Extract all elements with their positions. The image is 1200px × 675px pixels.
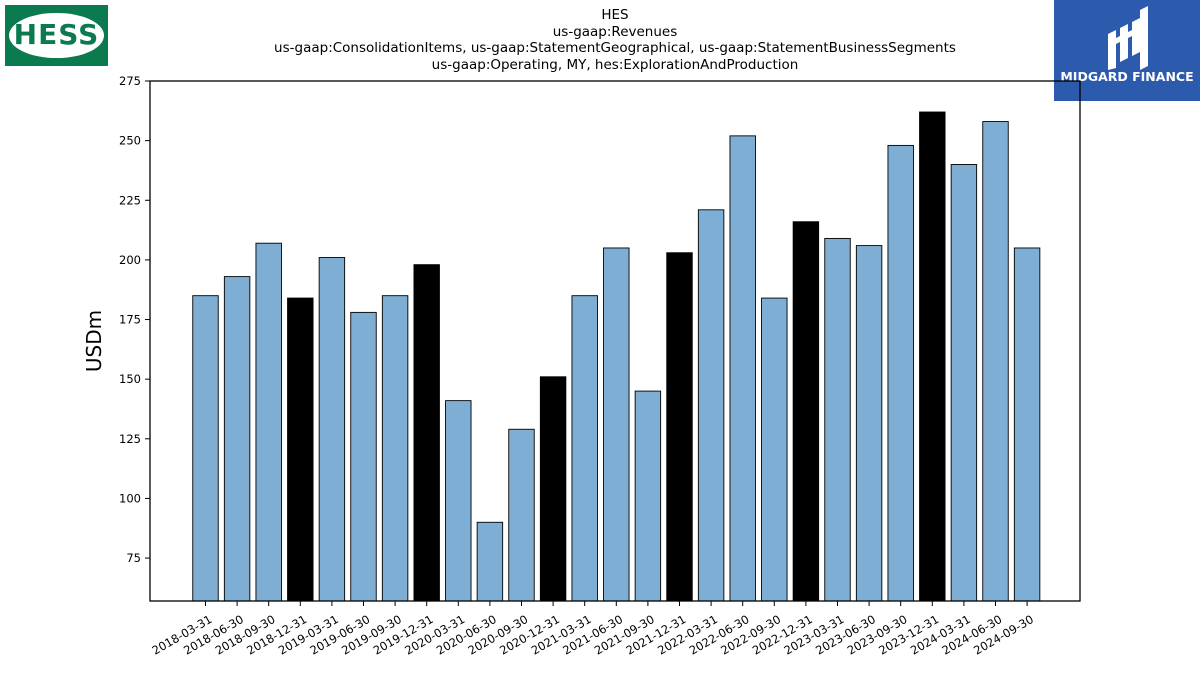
bar-2019-12-31	[413, 264, 440, 602]
bar-2019-03-31	[318, 257, 346, 602]
midgard-logo-text: MIDGARD FINANCE	[1060, 69, 1194, 84]
bar-2023-09-30	[887, 144, 914, 602]
y-tick-label-75: 75	[126, 551, 141, 565]
bar-2024-03-31	[950, 164, 978, 602]
y-tick-label-200: 200	[119, 253, 141, 267]
hess-logo: HESS	[5, 5, 108, 66]
bar-2018-06-30	[223, 276, 251, 602]
y-tick-label-175: 175	[119, 313, 141, 327]
title-line-members: us-gaap:Operating, MY, hes:ExplorationAn…	[431, 56, 799, 73]
bar-2019-09-30	[381, 295, 409, 602]
y-tick-label-250: 250	[119, 134, 141, 148]
y-tick-label-100: 100	[119, 491, 141, 505]
midgard-finance-logo: MIDGARD FINANCE	[1054, 0, 1200, 101]
bar-2018-09-30	[255, 242, 282, 602]
hess-logo-oval	[9, 13, 104, 58]
y-axis: 75 100 125 150 175 200 225 250 275	[119, 74, 150, 565]
bar-2021-12-31	[666, 252, 693, 602]
bar-2024-09-30	[1013, 247, 1041, 602]
y-tick-label-225: 225	[119, 193, 141, 207]
bar-2021-06-30	[603, 247, 630, 602]
title-line-axes: us-gaap:ConsolidationItems, us-gaap:Stat…	[274, 40, 956, 56]
bar-2020-12-31	[539, 376, 567, 602]
bars-group	[192, 111, 1041, 602]
bar-2018-03-31	[192, 295, 219, 602]
chart-title: HES us-gaap:Revenues us-gaap:Consolidati…	[150, 7, 1080, 73]
plot-frame	[149, 80, 1081, 602]
title-line-ticker: HES	[601, 7, 629, 23]
bar-2022-06-30	[729, 135, 756, 602]
x-axis: 2018-03-312018-06-302018-09-302018-12-31…	[150, 601, 1036, 658]
bar-2020-09-30	[508, 428, 535, 602]
bar-2022-03-31	[697, 209, 725, 602]
bar-2019-06-30	[350, 311, 377, 602]
bar-2018-12-31	[287, 297, 314, 602]
bar-2023-12-31	[919, 111, 946, 602]
bar-2022-12-31	[792, 221, 820, 602]
y-tick-label-125: 125	[119, 432, 141, 446]
y-tick-label-275: 275	[119, 74, 141, 88]
bar-2020-06-30	[476, 521, 504, 602]
bar-2021-03-31	[571, 295, 598, 602]
bar-2024-06-30	[982, 121, 1009, 602]
bar-2022-09-30	[761, 297, 788, 602]
bar-2020-03-31	[445, 400, 472, 602]
bar-2023-06-30	[855, 245, 883, 602]
hess-logo-text: HESS	[13, 18, 100, 51]
y-axis-label: USDm	[82, 310, 106, 372]
y-tick-label-150: 150	[119, 372, 141, 386]
bar-2021-09-30	[634, 390, 662, 602]
bar-2023-03-31	[824, 237, 851, 602]
title-line-concept: us-gaap:Revenues	[552, 23, 678, 40]
midgard-mark-icon	[1108, 6, 1148, 70]
